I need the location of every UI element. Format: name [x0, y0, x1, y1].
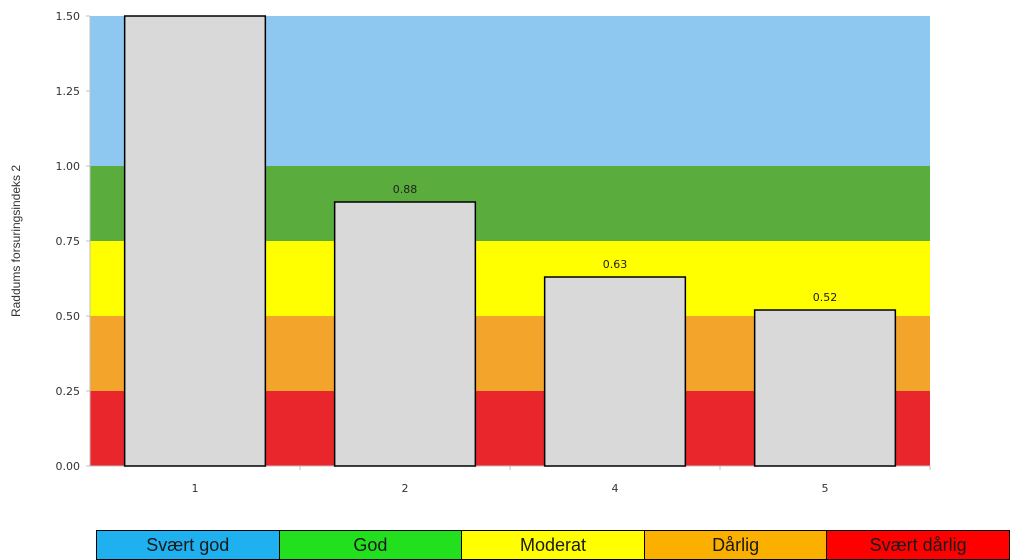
data-label-4: 0.63	[603, 258, 628, 271]
y-tick-label: 0.50	[56, 310, 81, 323]
y-ticks: 0.00 0.25 0.50 0.75 1.00 1.25 1.50	[56, 10, 90, 473]
y-axis-label: Raddums forsuringsindeks 2	[9, 165, 23, 317]
y-tick-label: 1.00	[56, 160, 81, 173]
data-label-2: 0.88	[393, 183, 418, 196]
bar-chart: 0.00 0.25 0.50 0.75 1.00 1.25 1.50 0.88 0.63 0.5…	[9, 10, 931, 495]
legend-item-darlig: Dårlig	[644, 531, 828, 559]
y-tick-label: 0.25	[56, 385, 81, 398]
y-tick-label: 1.50	[56, 10, 81, 23]
legend-item-svaert-god: Svært god	[97, 531, 280, 559]
x-tick-label: 4	[612, 482, 619, 495]
data-labels: 0.88 0.63 0.52	[393, 183, 838, 304]
x-ticks: 1 2 4 5	[192, 466, 931, 495]
data-label-5: 0.52	[813, 291, 838, 304]
bar-4	[543, 276, 687, 467]
bar-2	[333, 201, 477, 467]
x-tick-label: 5	[822, 482, 829, 495]
y-tick-label: 1.25	[56, 85, 81, 98]
legend-item-svaert-darlig: Svært dårlig	[827, 531, 1009, 559]
y-tick-label: 0.75	[56, 235, 81, 248]
x-tick-label: 1	[192, 482, 199, 495]
quality-legend: Svært god God Moderat Dårlig Svært dårli…	[96, 530, 1010, 560]
bars	[123, 15, 897, 467]
legend-item-moderat: Moderat	[462, 531, 645, 559]
bar-5	[753, 309, 897, 467]
legend-item-god: God	[279, 531, 463, 559]
y-tick-label: 0.00	[56, 460, 81, 473]
bar-1	[123, 15, 267, 467]
x-tick-label: 2	[402, 482, 409, 495]
